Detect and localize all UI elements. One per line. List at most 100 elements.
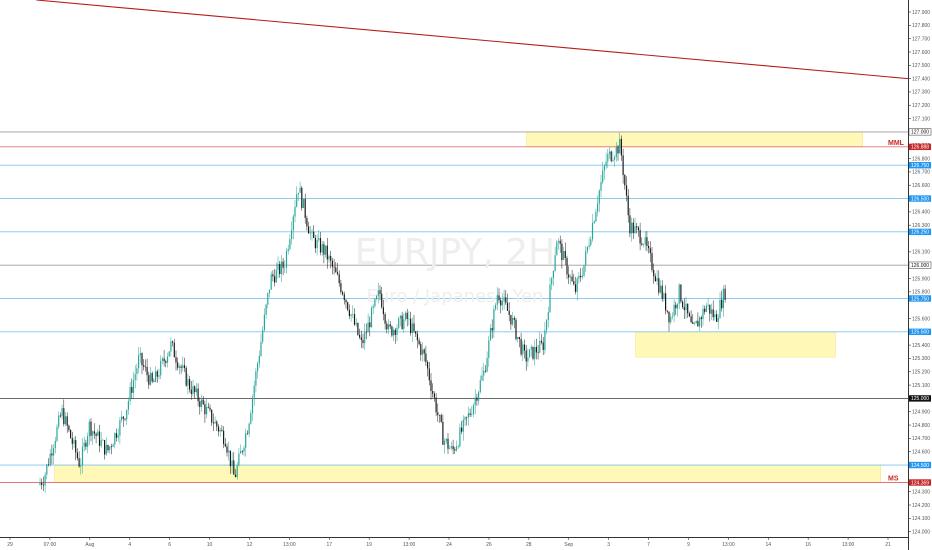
candle bbox=[714, 310, 716, 321]
candle-body bbox=[228, 450, 230, 453]
candle-body bbox=[311, 231, 313, 233]
candle bbox=[331, 257, 333, 275]
candle bbox=[495, 302, 497, 312]
candle-body bbox=[134, 374, 136, 381]
candle-body bbox=[636, 226, 638, 228]
candle bbox=[569, 274, 571, 285]
candle bbox=[457, 444, 459, 449]
candle bbox=[459, 423, 461, 448]
candle bbox=[697, 312, 699, 327]
candle bbox=[404, 311, 407, 322]
candle-body bbox=[124, 418, 126, 420]
candle-body bbox=[530, 346, 532, 350]
candle-body bbox=[234, 474, 237, 478]
candle bbox=[574, 276, 577, 295]
candle bbox=[41, 478, 43, 490]
candle bbox=[415, 331, 417, 337]
candle-body bbox=[578, 275, 580, 279]
candle-body bbox=[605, 161, 607, 167]
candle-body bbox=[447, 438, 449, 449]
candle bbox=[302, 198, 305, 209]
candle-body bbox=[280, 261, 282, 275]
candle-body bbox=[693, 323, 696, 324]
candle-body bbox=[325, 245, 327, 255]
candle bbox=[445, 437, 447, 444]
candle bbox=[680, 284, 682, 304]
candle bbox=[144, 359, 146, 372]
candle bbox=[617, 144, 619, 161]
candle-body bbox=[221, 429, 223, 431]
candle-body bbox=[608, 151, 611, 155]
candle bbox=[590, 236, 592, 247]
candle-body bbox=[649, 248, 651, 254]
candle bbox=[461, 420, 463, 435]
candle bbox=[119, 416, 121, 445]
price-axis[interactable]: 127.900 127.800 127.700 127.600 127.500 127.4… bbox=[908, 0, 932, 550]
candle bbox=[267, 292, 269, 309]
candle-body bbox=[287, 248, 289, 251]
candle-body bbox=[44, 474, 46, 486]
price-tick-label: 126.600 bbox=[912, 183, 930, 189]
candle-body bbox=[440, 415, 442, 422]
candle-body bbox=[639, 230, 641, 244]
candle bbox=[440, 413, 442, 424]
candle bbox=[158, 368, 160, 380]
candle bbox=[73, 437, 75, 448]
candle bbox=[693, 321, 696, 326]
candle bbox=[423, 348, 425, 362]
time-tick-label: 17 bbox=[326, 542, 332, 548]
candle-body bbox=[195, 388, 197, 393]
level-price-tag: 126.250 bbox=[909, 228, 931, 236]
candle bbox=[673, 299, 675, 323]
candle bbox=[700, 315, 702, 328]
price-tick-label: 127.600 bbox=[912, 50, 930, 56]
candle-body bbox=[488, 340, 490, 358]
candle bbox=[552, 270, 554, 287]
candle bbox=[323, 241, 325, 264]
candle-body bbox=[156, 371, 158, 377]
candle-body bbox=[270, 274, 272, 290]
candle bbox=[379, 285, 381, 301]
candle-body bbox=[178, 366, 180, 368]
candle bbox=[224, 438, 226, 448]
candle bbox=[474, 389, 476, 415]
candle bbox=[627, 188, 629, 223]
candle bbox=[566, 255, 568, 280]
candle bbox=[619, 132, 621, 154]
candle-body bbox=[479, 380, 481, 392]
candle bbox=[612, 151, 614, 163]
candle bbox=[489, 324, 492, 341]
candle-body bbox=[302, 199, 305, 209]
candle bbox=[525, 345, 527, 371]
candle-body bbox=[97, 431, 99, 436]
candle bbox=[262, 326, 264, 344]
candle-body bbox=[610, 151, 612, 161]
trend-line bbox=[36, 0, 909, 80]
candle-body bbox=[70, 429, 72, 439]
candle-body bbox=[347, 302, 349, 310]
candle-body bbox=[129, 386, 131, 402]
time-tick-label: 13:00 bbox=[842, 542, 855, 548]
candle bbox=[493, 305, 495, 338]
candle-body bbox=[172, 341, 174, 343]
price-tick-label: 127.300 bbox=[912, 90, 930, 96]
candle-body bbox=[540, 340, 543, 343]
candle bbox=[506, 293, 509, 311]
candle-body bbox=[598, 190, 600, 204]
candle-body bbox=[131, 386, 133, 393]
time-axis[interactable]: 29 07:00 Aug 4 6 10 12 13:00 17 19 13:00 24 26 28 Sep 3… bbox=[0, 537, 908, 550]
candle bbox=[512, 311, 514, 327]
trendline-layer bbox=[36, 0, 909, 80]
candle bbox=[243, 445, 245, 457]
candle bbox=[102, 438, 104, 441]
candle bbox=[355, 318, 357, 327]
candle bbox=[406, 308, 408, 327]
candle-body bbox=[648, 246, 650, 249]
candle-body bbox=[340, 283, 342, 293]
candle bbox=[466, 416, 468, 426]
candle-body bbox=[457, 446, 459, 447]
candle-body bbox=[331, 260, 333, 267]
candle-body bbox=[56, 426, 58, 441]
candle bbox=[501, 293, 503, 311]
